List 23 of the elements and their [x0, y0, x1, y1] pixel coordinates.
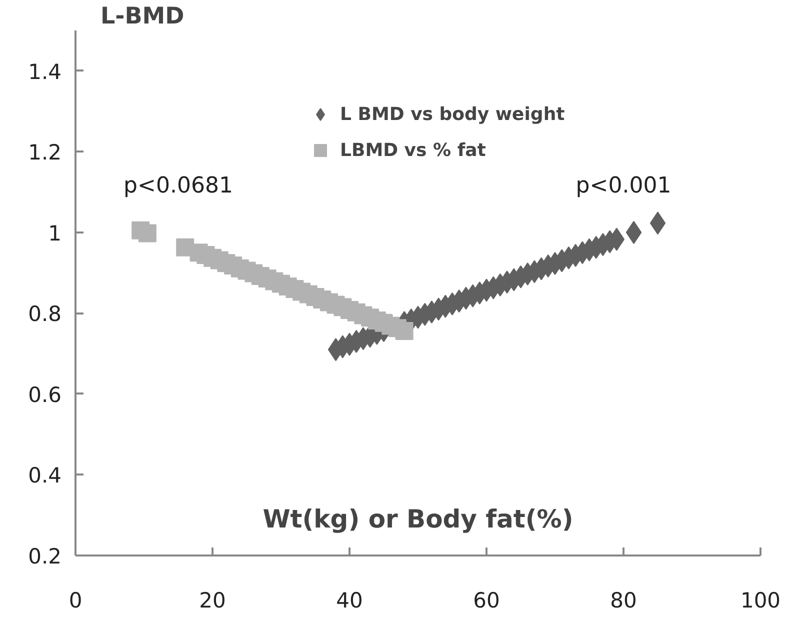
legend-label: L BMD vs body weight [340, 104, 565, 124]
x-tick-label: 40 [336, 588, 363, 612]
x-tick-label: 80 [610, 588, 637, 612]
legend-label: LBMD vs % fat [340, 140, 486, 160]
x-tick-label: 20 [199, 588, 226, 612]
y-tick-label: 1.4 [28, 60, 62, 84]
x-tick-label: 0 [68, 588, 82, 612]
y-tick-label: 0.8 [28, 302, 62, 326]
x-tick-label: 60 [473, 588, 500, 612]
y-tick-label: 0.4 [28, 464, 62, 488]
point [138, 224, 156, 242]
y-tick-label: 0.2 [28, 544, 62, 568]
point [395, 322, 414, 340]
y-tick-label: 0.6 [28, 382, 62, 407]
y-tick-label: 1 [48, 221, 62, 246]
y-axis-title: L-BMD [100, 4, 184, 30]
annotation: p<0.001 [576, 174, 672, 198]
x-axis-title: Wt(kg) or Body fat(%) [262, 504, 574, 534]
annotation: p<0.0681 [124, 174, 233, 198]
point [650, 212, 666, 235]
point [626, 220, 642, 244]
x-tick-label: 100 [740, 588, 781, 612]
y-tick-label: 1.2 [28, 140, 62, 165]
